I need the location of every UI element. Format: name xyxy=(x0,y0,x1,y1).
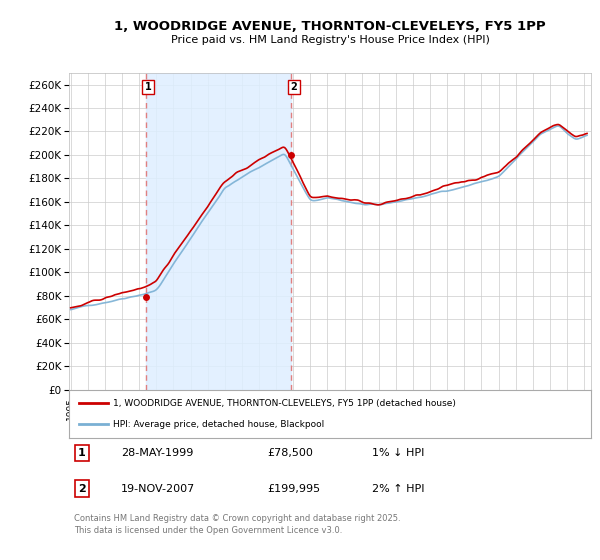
Text: 19-NOV-2007: 19-NOV-2007 xyxy=(121,484,196,493)
Text: Price paid vs. HM Land Registry's House Price Index (HPI): Price paid vs. HM Land Registry's House … xyxy=(170,35,490,45)
Text: £199,995: £199,995 xyxy=(268,484,320,493)
Text: 1, WOODRIDGE AVENUE, THORNTON-CLEVELEYS, FY5 1PP: 1, WOODRIDGE AVENUE, THORNTON-CLEVELEYS,… xyxy=(114,20,546,32)
Text: HPI: Average price, detached house, Blackpool: HPI: Average price, detached house, Blac… xyxy=(113,420,325,429)
Text: 1, WOODRIDGE AVENUE, THORNTON-CLEVELEYS, FY5 1PP (detached house): 1, WOODRIDGE AVENUE, THORNTON-CLEVELEYS,… xyxy=(113,399,456,408)
Text: 2: 2 xyxy=(78,484,86,493)
Text: 2: 2 xyxy=(290,82,297,92)
Text: 1% ↓ HPI: 1% ↓ HPI xyxy=(372,448,424,458)
Text: £78,500: £78,500 xyxy=(268,448,313,458)
Text: 28-MAY-1999: 28-MAY-1999 xyxy=(121,448,194,458)
Text: 1: 1 xyxy=(78,448,86,458)
Text: 1: 1 xyxy=(145,82,152,92)
Text: 2% ↑ HPI: 2% ↑ HPI xyxy=(372,484,424,493)
Text: Contains HM Land Registry data © Crown copyright and database right 2025.
This d: Contains HM Land Registry data © Crown c… xyxy=(74,514,401,535)
Bar xyxy=(146,73,291,390)
